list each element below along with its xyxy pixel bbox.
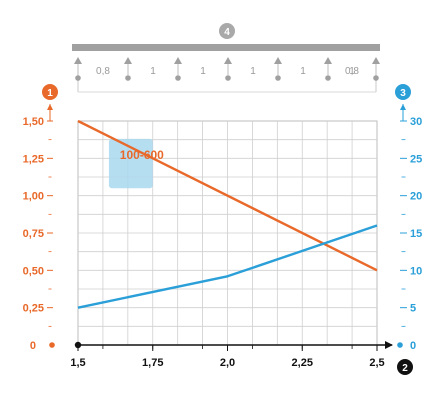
span-label: 1 xyxy=(349,66,355,77)
span-label: 0,8 xyxy=(345,66,359,77)
x-axis-badge xyxy=(397,359,413,375)
x-axis-arrow xyxy=(385,341,393,349)
beam-span-labels: 0,8 1 1 1 1 10,8 xyxy=(96,66,359,77)
span-label: 0,8 xyxy=(96,66,110,77)
right-tick-label: 0 xyxy=(410,340,416,352)
beam-load-marker-label: 4 xyxy=(224,27,230,38)
x-tick-label: 2,5 xyxy=(369,357,384,369)
span-label: 1 xyxy=(250,66,256,77)
annotation-box xyxy=(108,138,153,189)
support-node xyxy=(175,75,181,81)
support-triangle xyxy=(174,57,182,64)
right-axis-badge-label: 3 xyxy=(400,88,406,99)
support-triangle xyxy=(124,57,132,64)
beam-load-marker-circle xyxy=(219,23,235,39)
span-label: 1 xyxy=(300,66,306,77)
left-axis-badge-label: 1 xyxy=(47,88,53,99)
right-tick-label: 30 xyxy=(410,116,422,128)
support-triangle xyxy=(74,57,82,64)
left-tick-label: 1,50 xyxy=(23,116,44,128)
series-lines xyxy=(77,119,378,309)
right-tick-label: 5 xyxy=(410,303,416,315)
span-label: 1 xyxy=(200,66,206,77)
right-tick-label: 25 xyxy=(410,153,422,165)
series-line-right-axis xyxy=(77,224,378,309)
right-axis-ticks: 0 5 10 15 20 25 30 xyxy=(400,116,422,352)
right-tick-label: 10 xyxy=(410,265,422,277)
support-triangle xyxy=(224,57,232,64)
support-node xyxy=(75,75,81,81)
left-axis-arrow xyxy=(47,104,53,110)
support-node xyxy=(225,75,231,81)
left-axis-badge xyxy=(42,84,58,100)
support-node xyxy=(275,75,281,81)
beam-diagram: 4 0,8 1 1 1 1 10,8 xyxy=(72,23,380,93)
x-tick-label: 1,5 xyxy=(70,357,85,369)
support-node xyxy=(125,75,131,81)
left-axis-origin-dot xyxy=(49,342,55,348)
left-tick-label: 1,25 xyxy=(23,153,44,165)
right-tick-label: 20 xyxy=(410,191,422,203)
right-tick-label: 15 xyxy=(410,228,422,240)
beam-bar xyxy=(72,44,380,51)
left-tick-label: 0,50 xyxy=(23,265,44,277)
x-tick-label: 1,75 xyxy=(142,357,163,369)
x-tick-label: 2,0 xyxy=(220,357,235,369)
right-axis-badge xyxy=(395,84,411,100)
beam-supports xyxy=(74,57,380,81)
right-axis-origin-dot xyxy=(397,342,403,348)
x-ticks: 1,5 1,75 2,0 2,25 2,5 xyxy=(70,345,385,369)
x-axis-badge-label: 2 xyxy=(402,363,408,374)
support-node xyxy=(325,75,331,81)
left-tick-label: 0 xyxy=(30,340,36,352)
series-line-left-axis xyxy=(77,119,378,272)
support-triangle xyxy=(274,57,282,64)
span-label: 1 xyxy=(150,66,156,77)
left-tick-label: 0,75 xyxy=(23,228,44,240)
support-triangle xyxy=(372,57,380,64)
left-tick-label: 1,00 xyxy=(23,191,44,203)
right-axis-arrow xyxy=(400,104,406,110)
support-node xyxy=(373,75,379,81)
support-triangle xyxy=(324,57,332,64)
left-axis-ticks: 0 0,25 0,50 0,75 1,00 1,25 1,50 xyxy=(23,116,53,352)
left-tick-label: 0,25 xyxy=(23,303,44,315)
x-tick-label: 2,25 xyxy=(292,357,313,369)
